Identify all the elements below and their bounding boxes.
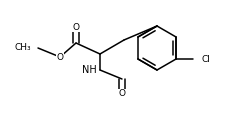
Text: O: O (118, 89, 125, 99)
Text: CH₃: CH₃ (14, 44, 31, 52)
Text: NH: NH (82, 65, 97, 75)
Text: O: O (56, 52, 63, 62)
Text: Cl: Cl (200, 55, 209, 64)
Text: O: O (72, 22, 79, 32)
